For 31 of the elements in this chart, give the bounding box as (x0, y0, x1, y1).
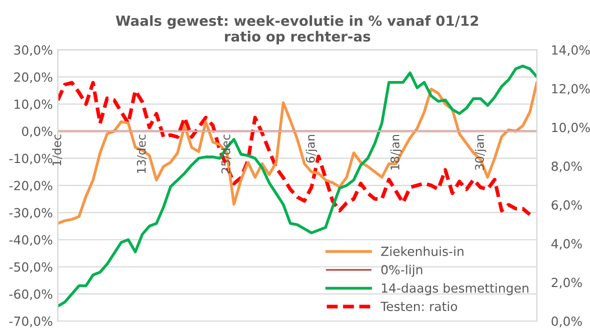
x-tick-label: 6/jan (306, 134, 318, 163)
y-tick-label: -60,0% (9, 289, 52, 300)
legend-label: 14-daags besmettingen (382, 283, 528, 296)
legend-label: 0%-lijn (381, 264, 422, 277)
y-tick-label: -30,0% (9, 208, 52, 219)
y-tick-label: -70,0% (9, 316, 52, 328)
y-tick-label: -50,0% (9, 262, 52, 273)
legend-label: Ziekenhuis-in (381, 246, 464, 256)
y2-tick-label: 2,0% (552, 278, 582, 288)
y2-tick-label: 8,0% (552, 162, 582, 172)
y-tick-label: 30,0% (14, 45, 52, 56)
y-tick-label: 0,0% (22, 126, 52, 138)
y2-tick-label: 6,0% (552, 200, 582, 211)
y-tick-label: -20,0% (9, 180, 52, 192)
x-tick-label: 30/jan (474, 134, 486, 170)
y2-tick-label: 12,0% (552, 84, 590, 95)
y2-tick-label: 14,0% (552, 45, 590, 56)
x-tick-label: 18/jan (390, 134, 402, 170)
x-tick-label: 25/dec (221, 134, 232, 174)
x-tick-label: 1/dec (52, 134, 62, 166)
legend-label: Testen: ratio (380, 301, 458, 312)
y-tick-label: 20,0% (14, 72, 52, 84)
y-tick-label: -40,0% (9, 235, 52, 246)
y2-tick-label: 4,0% (551, 239, 582, 250)
y2-tick-label: 10,0% (552, 122, 590, 134)
chart-title: Waals gewest: week-evolutie in % vanaf 01/12 (116, 15, 478, 29)
y-tick-label: -10,0% (9, 154, 52, 164)
y2-tick-label: 0,0% (552, 316, 582, 328)
x-tick-label: 13/dec (136, 134, 147, 173)
y-tick-label: 10,0% (14, 100, 52, 110)
chart-subtitle: ratio op rechter-as (225, 30, 370, 44)
